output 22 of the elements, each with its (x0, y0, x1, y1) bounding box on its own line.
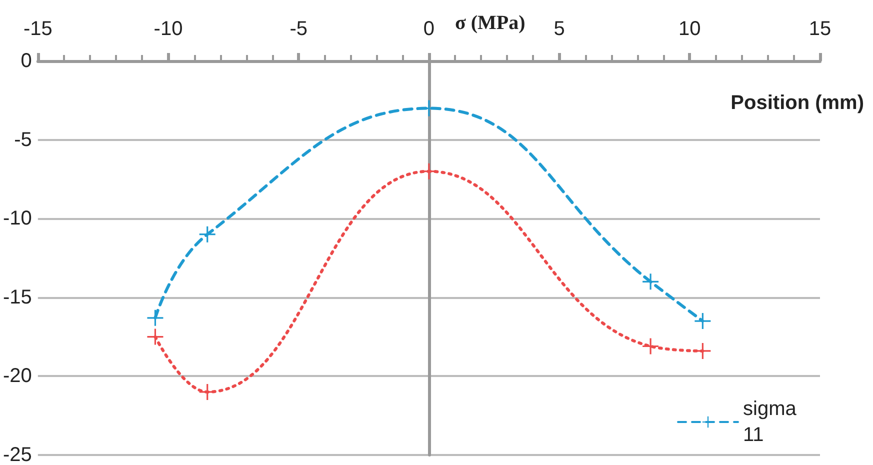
y-tick-label: -5 (14, 128, 32, 151)
point (642, 338, 659, 354)
x-axis-title: Position (mm) (730, 92, 864, 114)
y-tick-label: -15 (3, 286, 32, 308)
x-tick-label: 0 (423, 18, 435, 40)
x-tick-label: 10 (678, 18, 701, 40)
x-tick-label: -10 (154, 18, 183, 40)
y-axis-title: σ (MPa) (455, 12, 526, 34)
point (694, 313, 711, 330)
x-tick-label: 5 (554, 18, 565, 40)
point (147, 310, 164, 326)
point (199, 384, 216, 400)
legend-label: sigma 11 (743, 398, 802, 446)
x-tick-label: -5 (290, 18, 308, 40)
y-tick-label: -20 (3, 365, 32, 388)
point (199, 226, 216, 242)
x-tick-label: 15 (808, 18, 832, 40)
point (147, 328, 164, 345)
y-tick-label: -10 (3, 208, 32, 230)
y-tick-label: 0 (20, 50, 32, 72)
y-tick-label: -25 (3, 444, 32, 465)
point (642, 274, 659, 290)
